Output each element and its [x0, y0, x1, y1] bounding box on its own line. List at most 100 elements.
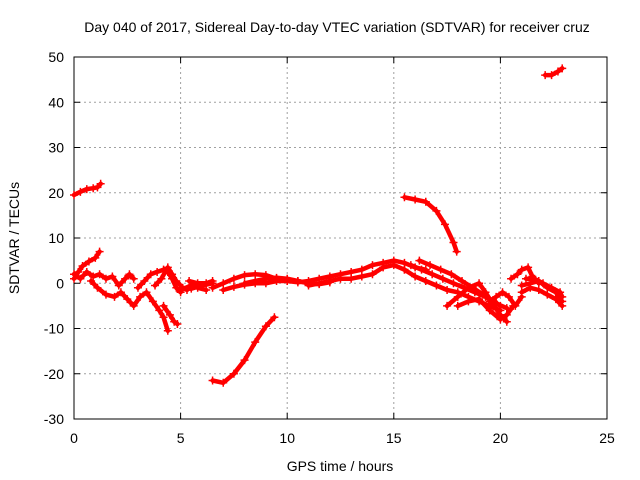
series-seg-t	[443, 279, 511, 326]
data-point-marker	[485, 306, 494, 315]
series-seg-aa	[541, 64, 567, 80]
data-point-marker	[481, 288, 490, 297]
data-point-marker	[229, 369, 238, 378]
gridlines	[74, 57, 607, 419]
series-seg-o	[304, 261, 409, 290]
data-point-marker	[526, 283, 535, 292]
data-point-marker	[347, 267, 356, 276]
data-point-marker	[558, 64, 567, 73]
data-point-marker	[558, 301, 567, 310]
data-point-marker	[400, 258, 409, 267]
data-point-marker	[432, 206, 441, 215]
y-tick-label: 20	[48, 185, 64, 201]
data-point-marker	[453, 301, 462, 310]
data-point-marker	[89, 184, 98, 193]
data-point-marker	[347, 274, 356, 283]
series-line	[306, 262, 407, 288]
data-point-marker	[114, 281, 123, 290]
data-point-marker	[504, 292, 513, 301]
data-point-marker	[219, 378, 228, 387]
data-point-marker	[521, 274, 530, 283]
data-point-marker	[458, 276, 467, 285]
data-point-marker	[452, 247, 461, 256]
series-seg-d	[87, 276, 172, 335]
data-point-marker	[539, 279, 548, 288]
data-point-marker	[443, 286, 452, 295]
x-tick-label: 0	[70, 430, 78, 446]
data-series	[70, 64, 567, 387]
chart-title: Day 040 of 2017, Sidereal Day-to-day VTE…	[84, 19, 590, 35]
data-point-marker	[400, 193, 409, 202]
data-point-marker	[449, 238, 458, 247]
y-tick-label: 30	[48, 140, 64, 156]
data-point-marker	[251, 270, 260, 279]
data-point-marker	[84, 257, 93, 266]
series-seg-g	[159, 301, 182, 328]
y-tick-label: -10	[44, 321, 64, 337]
data-point-marker	[251, 338, 260, 347]
data-point-marker	[148, 297, 157, 306]
data-point-marker	[556, 288, 565, 297]
series-seg-u	[453, 295, 518, 324]
series-seg-j	[185, 276, 217, 288]
data-point-marker	[121, 274, 130, 283]
data-point-marker	[415, 256, 424, 265]
data-point-marker	[411, 195, 420, 204]
data-point-marker	[426, 261, 435, 270]
y-axis-label: SDTVAR / TECUs	[6, 182, 22, 294]
data-point-marker	[70, 191, 78, 200]
data-point-marker	[417, 265, 426, 274]
data-point-marker	[208, 276, 217, 285]
data-point-marker	[95, 247, 104, 256]
data-point-marker	[193, 279, 202, 288]
data-point-marker	[229, 274, 238, 283]
data-point-marker	[436, 265, 445, 274]
data-point-marker	[110, 292, 119, 301]
data-point-marker	[421, 276, 430, 285]
data-point-marker	[438, 274, 447, 283]
data-point-marker	[165, 310, 174, 319]
data-point-marker	[82, 267, 91, 276]
series-line	[178, 283, 209, 293]
x-tick-label: 5	[177, 430, 185, 446]
data-point-marker	[511, 301, 520, 310]
data-point-marker	[70, 270, 78, 279]
data-point-marker	[93, 283, 102, 292]
data-point-marker	[146, 270, 155, 279]
data-point-marker	[168, 270, 177, 279]
data-point-marker	[293, 276, 302, 285]
data-point-marker	[155, 306, 164, 315]
data-point-marker	[428, 270, 437, 279]
y-tick-label: 10	[48, 230, 64, 246]
data-point-marker	[95, 270, 104, 279]
data-point-marker	[443, 301, 452, 310]
data-point-marker	[261, 322, 270, 331]
series-line	[88, 278, 171, 334]
data-point-marker	[336, 274, 345, 283]
y-tick-label: -30	[44, 411, 64, 427]
axis-ticks: 0 5 10 15 20 25 -30 -20 -10 0 10 20 30 40 50	[44, 49, 615, 446]
series-seg-k	[208, 313, 279, 387]
y-tick-label: 40	[48, 94, 64, 110]
data-point-marker	[89, 272, 98, 281]
data-point-marker	[176, 286, 185, 295]
data-point-marker	[129, 274, 138, 283]
data-point-marker	[464, 297, 473, 306]
data-point-marker	[219, 286, 228, 295]
data-point-marker	[492, 292, 501, 301]
data-point-marker	[272, 273, 281, 282]
series-seg-a	[70, 179, 105, 200]
data-point-marker	[283, 274, 292, 283]
data-point-marker	[485, 297, 494, 306]
data-point-marker	[151, 281, 160, 290]
data-point-marker	[202, 286, 211, 295]
data-point-marker	[202, 279, 211, 288]
data-point-marker	[447, 270, 456, 279]
data-point-marker	[240, 356, 249, 365]
data-point-marker	[78, 262, 87, 271]
series-seg-b	[70, 247, 104, 283]
data-point-marker	[543, 290, 552, 299]
data-point-marker	[507, 274, 516, 283]
x-tick-label: 25	[599, 430, 615, 446]
data-point-marker	[534, 286, 543, 295]
